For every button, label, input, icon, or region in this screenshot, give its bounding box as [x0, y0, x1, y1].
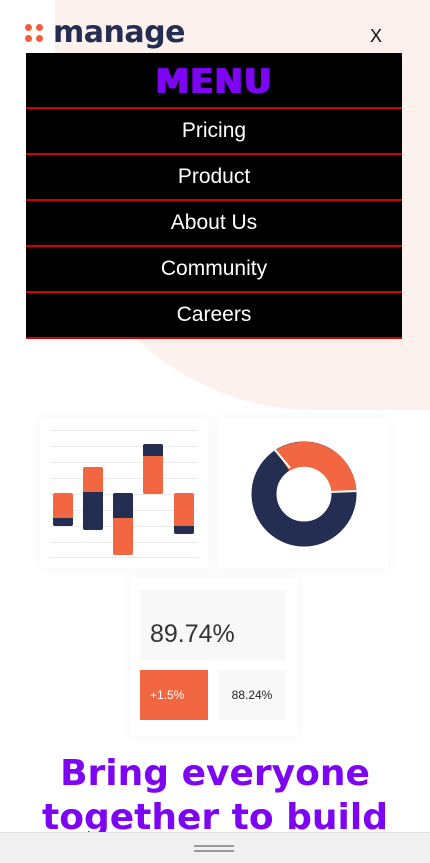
stat-value: 89.74%: [150, 620, 235, 648]
donut-illustration-card: [218, 418, 388, 568]
browser-bottom-bar: [0, 832, 430, 863]
logo-dots-icon: [25, 24, 43, 42]
stat-secondary-value: 88.24%: [218, 670, 286, 720]
stat-change-badge: +1.5%: [140, 670, 208, 720]
bar-illustration-card: [40, 418, 208, 568]
drag-handle-icon-lower: [194, 850, 234, 852]
header: manage X: [0, 0, 430, 54]
stat-card: 89.74% +1.5% 88.24%: [130, 578, 298, 736]
bar-illustration: [50, 430, 198, 558]
nav-menu: MENU Pricing Product About Us Community …: [26, 53, 402, 339]
hero-line-1: Bring everyone: [60, 753, 370, 794]
menu-title: MENU: [26, 53, 402, 109]
hero-heading: Bring everyone together to build: [0, 752, 430, 840]
hero-line-2: together to build: [42, 797, 388, 838]
menu-item-pricing[interactable]: Pricing: [26, 109, 402, 155]
stat-box: 89.74%: [140, 590, 286, 660]
donut-illustration: [251, 441, 359, 547]
close-menu-button[interactable]: X: [370, 26, 383, 46]
menu-item-about-us[interactable]: About Us: [26, 201, 402, 247]
menu-item-product[interactable]: Product: [26, 155, 402, 201]
logo[interactable]: manage: [25, 18, 185, 48]
menu-item-careers[interactable]: Careers: [26, 293, 402, 339]
menu-item-community[interactable]: Community: [26, 247, 402, 293]
drag-handle-icon[interactable]: [194, 845, 234, 847]
logo-text: manage: [53, 15, 185, 50]
